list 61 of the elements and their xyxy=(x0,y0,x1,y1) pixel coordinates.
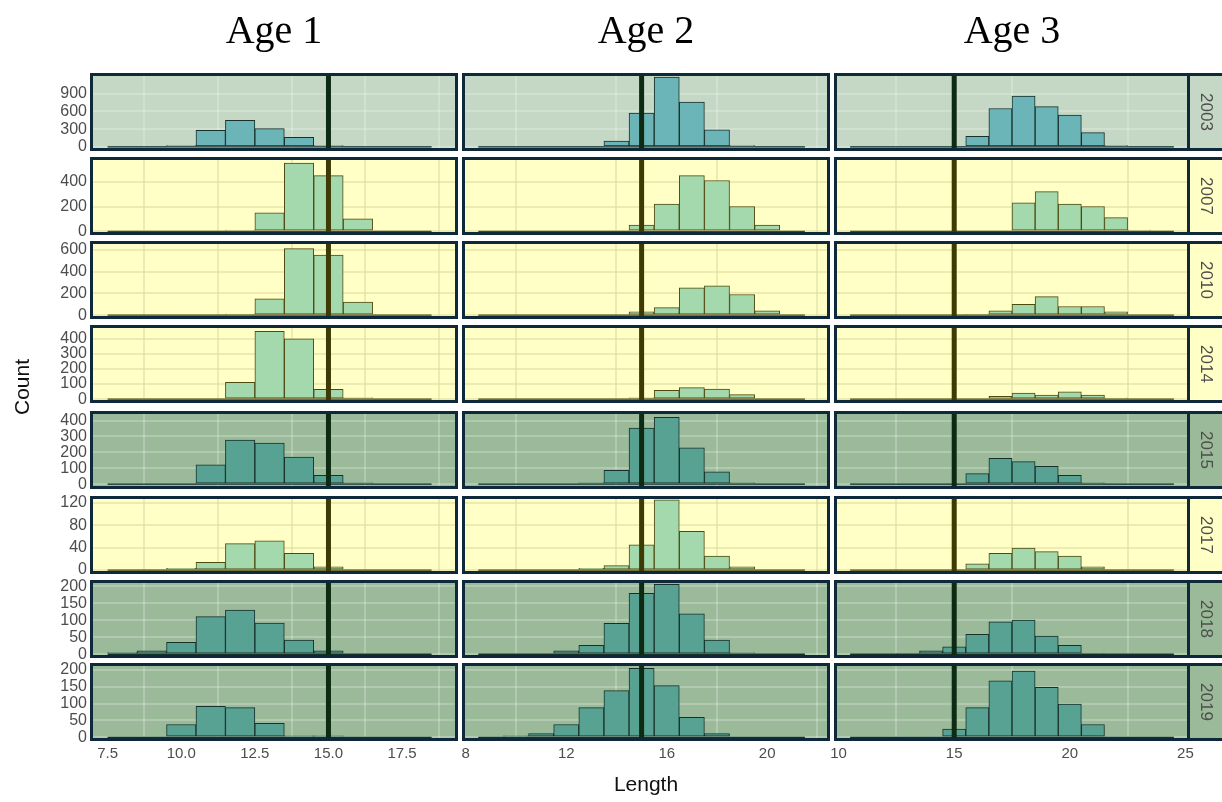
y-tick-label: 300 xyxy=(60,344,88,362)
y-tick-label: 200 xyxy=(60,442,88,460)
x-tick-label: 7.5 xyxy=(97,744,119,762)
text: 2010 xyxy=(1196,261,1217,299)
chart-title: Age 1 xyxy=(225,6,323,53)
x-tick-label: 12.5 xyxy=(240,744,270,762)
x-tick-label: 8 xyxy=(461,744,470,762)
y-tick-label: 0 xyxy=(78,305,88,323)
y-tick-label: 100 xyxy=(60,610,88,628)
y-tick-label: 100 xyxy=(60,458,88,476)
text: 2003 xyxy=(1196,93,1217,131)
y-tick-label: 50 xyxy=(69,627,88,645)
chart-title: Age 2 xyxy=(597,6,695,53)
text: 2007 xyxy=(1196,177,1217,215)
text: 2017 xyxy=(1196,516,1217,554)
x-tick-label: 15 xyxy=(945,744,963,762)
y-tick-label: 900 xyxy=(60,84,88,102)
y-tick-label: 80 xyxy=(69,515,88,533)
y-tick-label: 120 xyxy=(60,493,88,511)
y-tick-label: 400 xyxy=(60,410,88,428)
y-tick-label: 50 xyxy=(69,710,88,728)
y-tick-label: 40 xyxy=(69,538,88,556)
y-tick-label: 400 xyxy=(60,329,88,347)
y-tick-label: 600 xyxy=(60,101,88,119)
text: 2019 xyxy=(1196,683,1217,721)
y-tick-label: 200 xyxy=(60,660,88,678)
y-tick-label: 200 xyxy=(60,283,88,301)
y-tick-label: 400 xyxy=(60,172,88,190)
text: 2015 xyxy=(1196,431,1217,469)
y-tick-label: 600 xyxy=(60,240,88,258)
text: 2014 xyxy=(1196,345,1217,383)
y-axis-title: Count xyxy=(10,359,34,416)
chart-title: Age 3 xyxy=(963,6,1061,53)
y-tick-label: 300 xyxy=(60,426,88,444)
y-tick-label: 0 xyxy=(78,560,88,578)
x-tick-label: 16 xyxy=(658,744,676,762)
y-tick-label: 200 xyxy=(60,196,88,214)
x-tick-label: 17.5 xyxy=(387,744,417,762)
x-tick-label: 12 xyxy=(557,744,575,762)
y-tick-label: 0 xyxy=(78,389,88,407)
y-tick-label: 200 xyxy=(60,576,88,594)
x-tick-label: 10 xyxy=(830,744,847,762)
y-tick-label: 200 xyxy=(60,359,88,377)
y-tick-label: 0 xyxy=(78,727,88,745)
y-tick-label: 100 xyxy=(60,693,88,711)
x-tick-label: 20 xyxy=(1061,744,1079,762)
x-tick-label: 25 xyxy=(1177,744,1194,762)
x-tick-label: 15.0 xyxy=(313,744,344,762)
text: 2018 xyxy=(1196,600,1217,638)
y-tick-label: 0 xyxy=(78,137,88,155)
y-tick-label: 150 xyxy=(60,593,88,611)
y-tick-label: 150 xyxy=(60,677,88,695)
y-tick-label: 300 xyxy=(60,119,88,137)
y-tick-label: 0 xyxy=(78,644,88,662)
y-tick-label: 0 xyxy=(78,474,88,492)
x-tick-label: 10.0 xyxy=(166,744,196,762)
x-axis-title: Length xyxy=(613,772,679,796)
x-tick-label: 20 xyxy=(758,744,776,762)
y-tick-label: 100 xyxy=(60,374,88,392)
y-tick-label: 0 xyxy=(78,221,88,239)
y-tick-label: 400 xyxy=(60,261,88,279)
